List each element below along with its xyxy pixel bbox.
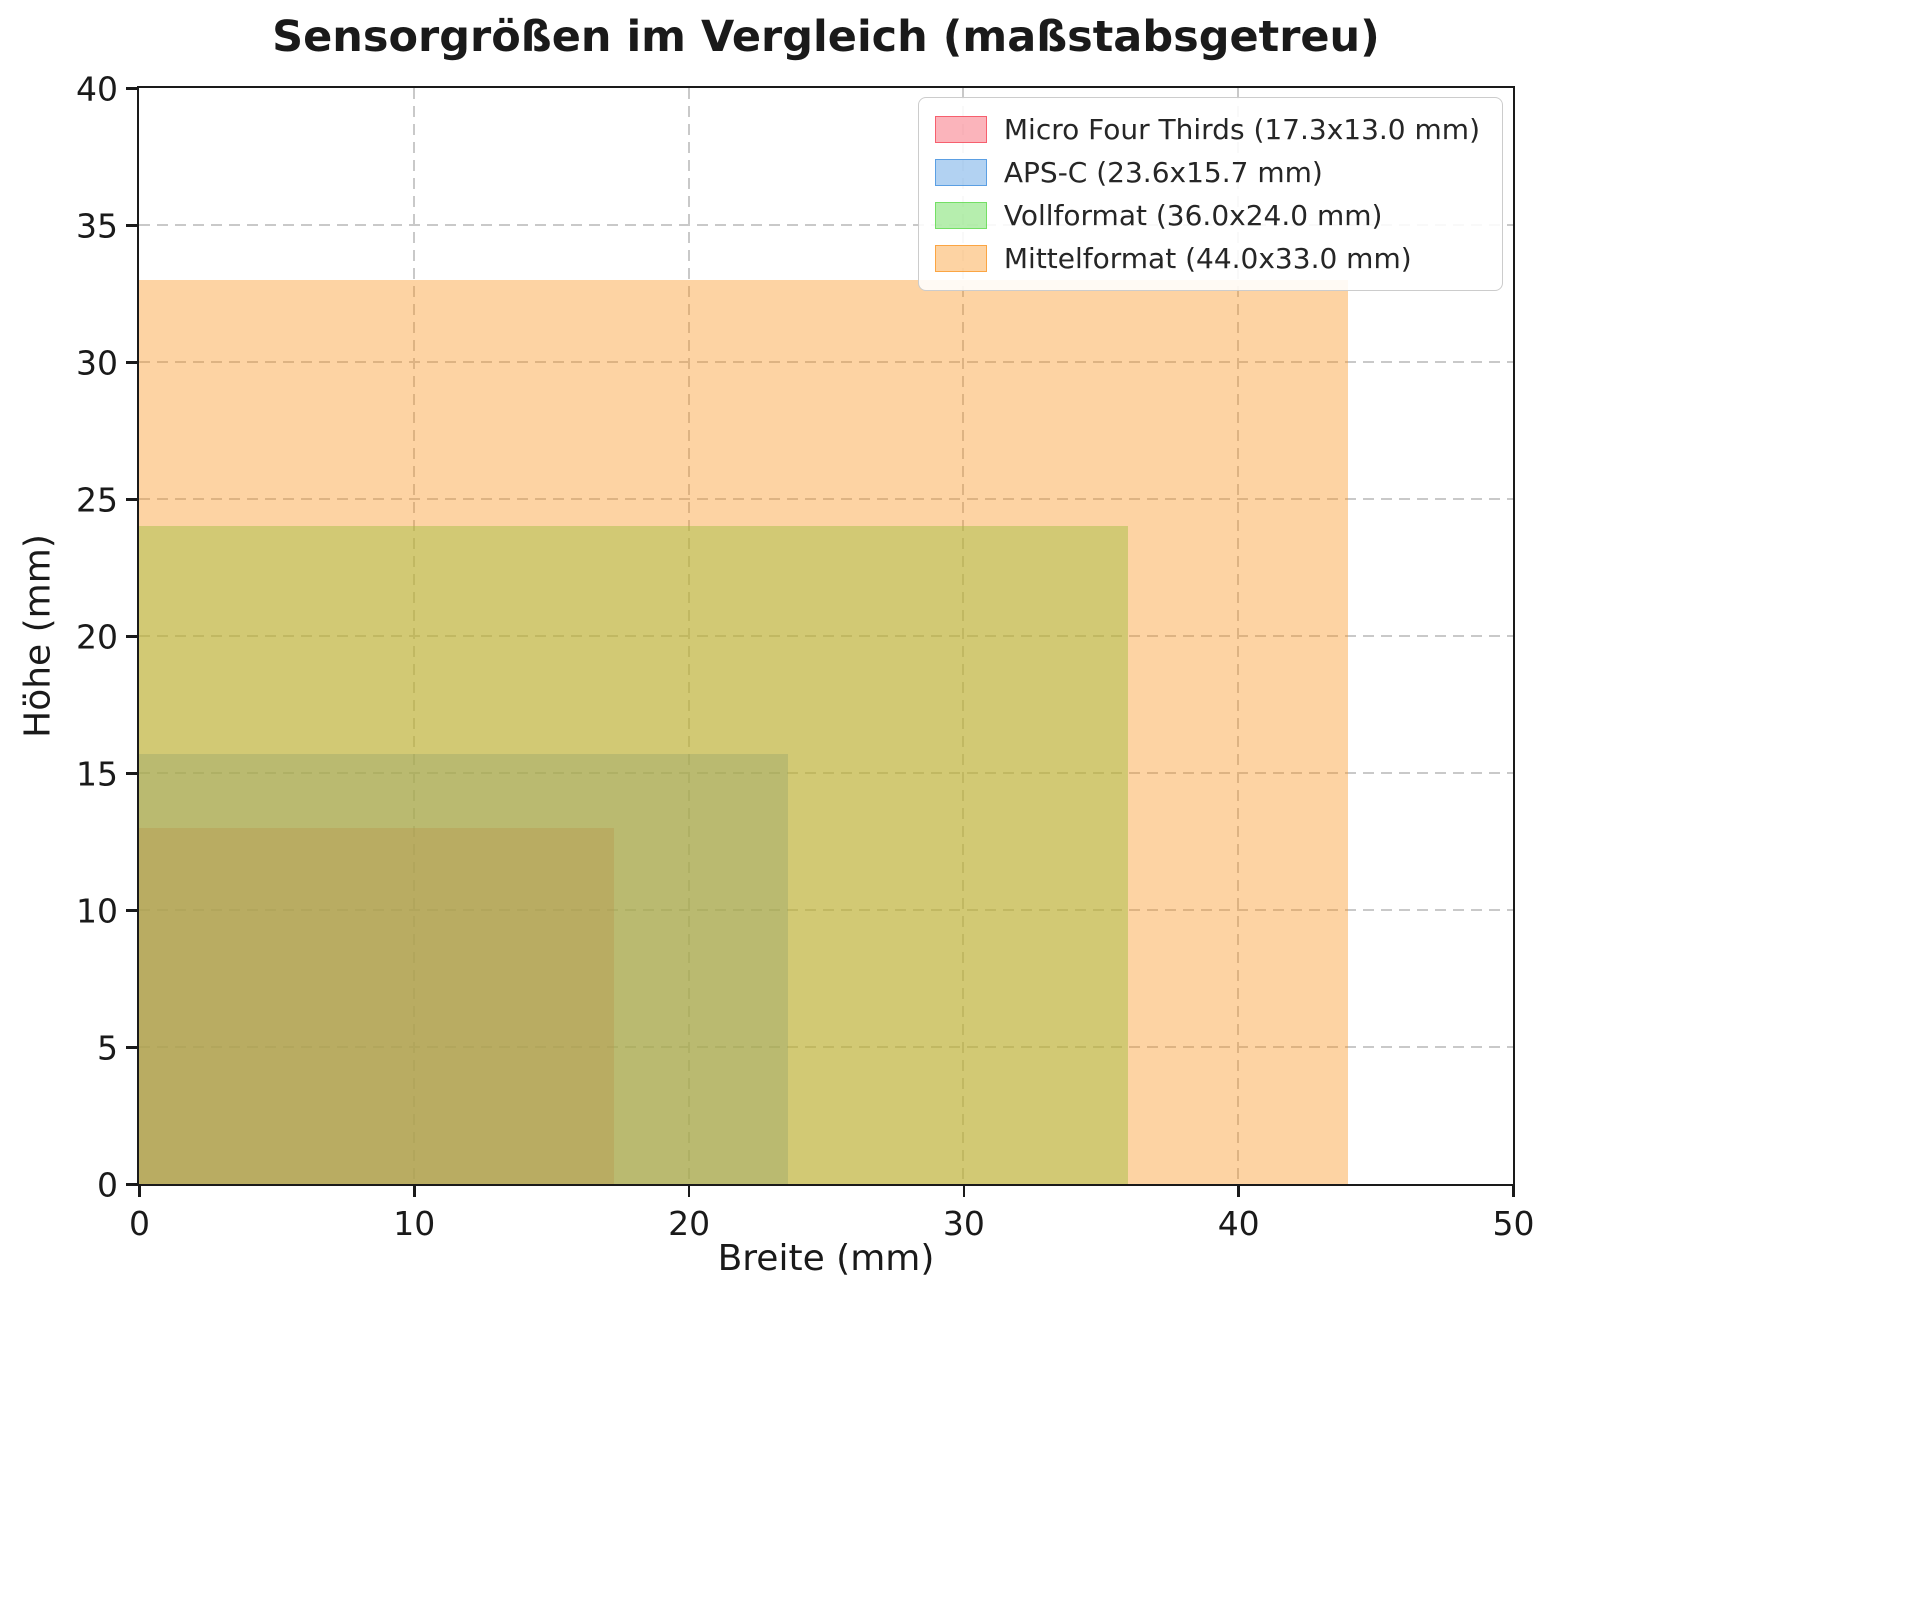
x-tick-label: 50: [1492, 1204, 1535, 1243]
legend-item-1: Micro Four Thirds (17.3x13.0 mm): [934, 113, 1480, 146]
legend-label-4: Mittelformat (44.0x33.0 mm): [1003, 242, 1412, 275]
y-gridline: [139, 635, 1513, 637]
legend-item-3: Vollformat (36.0x24.0 mm): [934, 199, 1480, 232]
y-tick-mark: [126, 498, 137, 501]
legend-label-2: APS-C (23.6x15.7 mm): [1003, 156, 1323, 189]
x-tick-label: 40: [1217, 1204, 1260, 1243]
y-tick-label: 5: [97, 1028, 118, 1067]
y-gridline: [139, 361, 1513, 363]
x-tick-label: 10: [393, 1204, 436, 1243]
y-tick-mark: [126, 909, 137, 912]
y-tick-mark: [126, 87, 137, 90]
y-tick-mark: [126, 224, 137, 227]
x-tick-mark: [138, 1186, 141, 1197]
y-gridline: [139, 1046, 1513, 1048]
y-tick-mark: [126, 1183, 137, 1186]
legend-swatch-3: [934, 202, 987, 229]
y-tick-label: 15: [76, 754, 118, 793]
sensor-rect-1: [139, 827, 615, 1184]
legend-swatch-2: [934, 159, 987, 186]
y-tick-label: 30: [76, 343, 118, 382]
y-tick-label: 35: [76, 206, 118, 245]
sensor-rect-4: [139, 279, 1349, 1184]
legend-item-4: Mittelformat (44.0x33.0 mm): [934, 242, 1480, 275]
y-tick-mark: [126, 1046, 137, 1049]
x-tick-mark: [1512, 1186, 1515, 1197]
y-gridline: [139, 498, 1513, 500]
y-tick-label: 10: [76, 891, 118, 930]
y-tick-mark: [126, 361, 137, 364]
y-tick-label: 0: [97, 1165, 118, 1204]
x-tick-mark: [687, 1186, 691, 1197]
y-gridline: [139, 909, 1513, 911]
y-tick-label: 40: [76, 69, 118, 108]
sensor-rect-3: [139, 526, 1129, 1184]
x-tick-label: 0: [129, 1204, 150, 1243]
x-tick-mark: [962, 1186, 966, 1197]
legend-swatch-4: [934, 245, 987, 272]
legend-item-2: APS-C (23.6x15.7 mm): [934, 156, 1480, 189]
legend-label-1: Micro Four Thirds (17.3x13.0 mm): [1003, 113, 1480, 146]
y-gridline: [139, 772, 1513, 774]
x-tick-label: 30: [942, 1204, 985, 1243]
x-axis-label: Breite (mm): [717, 1238, 935, 1279]
y-tick-mark: [126, 772, 137, 775]
legend-swatch-1: [934, 116, 987, 143]
y-tick-mark: [126, 635, 137, 638]
y-tick-label: 20: [76, 617, 118, 656]
x-tick-mark: [1237, 1186, 1240, 1197]
y-gridline: [139, 224, 1513, 226]
sensor-rect-2: [139, 753, 788, 1184]
legend-label-3: Vollformat (36.0x24.0 mm): [1003, 199, 1383, 232]
x-tick-mark: [413, 1186, 416, 1197]
chart-title: Sensorgrößen im Vergleich (maßstabsgetre…: [272, 12, 1380, 62]
x-tick-label: 20: [668, 1204, 711, 1243]
y-tick-label: 25: [76, 480, 118, 519]
legend: Micro Four Thirds (17.3x13.0 mm) APS-C (2…: [917, 97, 1503, 291]
